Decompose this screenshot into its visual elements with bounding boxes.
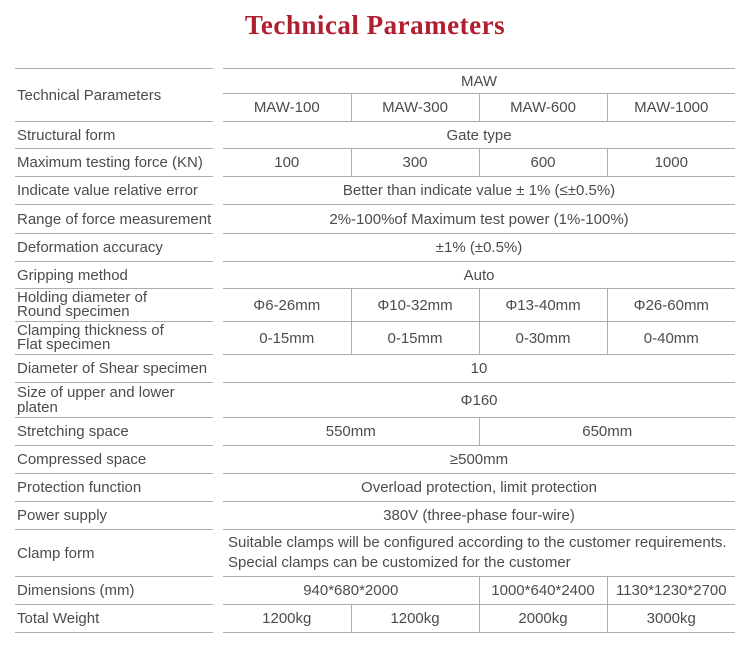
value-structural-form: Gate type [223,121,736,149]
value-holding-diameter-maw-100: Φ6-26mm [223,288,351,322]
header-model-maw-1000: MAW-1000 [606,93,736,122]
value-holding-diameter-maw-300: Φ10-32mm [350,288,479,322]
header-model-maw-100: MAW-100 [223,93,351,122]
header-model-maw-600: MAW-600 [478,93,607,122]
value-range-of-force-measurement: 2%-100%of Maximum test power (1%-100%) [223,204,736,234]
label-clamp-form: Clamp form [15,529,213,577]
value-power-supply: 380V (three-phase four-wire) [223,501,736,530]
header-model-maw-300: MAW-300 [350,93,479,122]
label-size-of-platen: Size of upper and lower platen [15,382,213,418]
label-compressed-space: Compressed space [15,445,213,474]
value-indicate-value-relative-error: Better than indicate value ± 1% (≤±0.5%) [223,176,736,205]
header-group-maw: MAW [223,68,736,94]
value-max-force-maw-600: 600 [478,148,607,177]
value-clamping-thickness-maw-1000: 0-40mm [606,321,736,355]
value-clamping-thickness-maw-300: 0-15mm [350,321,479,355]
value-max-force-maw-1000: 1000 [606,148,736,177]
label-structural-form: Structural form [15,121,213,149]
label-total-weight: Total Weight [15,604,213,633]
value-max-force-maw-100: 100 [223,148,351,177]
page-title: Technical Parameters [244,10,506,40]
label-maximum-testing-force: Maximum testing force (KN) [15,148,213,177]
value-diameter-of-shear-specimen: 10 [223,354,736,383]
label-diameter-of-shear-specimen: Diameter of Shear specimen [15,354,213,383]
label-gripping-method: Gripping method [15,261,213,289]
spec-table: Technical Parameters MAW MAW-100 MAW-300… [15,68,736,633]
value-clamp-form: Suitable clamps will be configured accor… [223,529,736,577]
value-clamping-thickness-maw-600: 0-30mm [478,321,607,355]
value-deformation-accuracy: ±1% (±0.5%) [223,233,736,262]
value-stretching-space-large: 650mm [478,417,736,446]
value-stretching-space-small: 550mm [223,417,479,446]
value-clamping-thickness-maw-100: 0-15mm [223,321,351,355]
label-protection-function: Protection function [15,473,213,502]
label-power-supply: Power supply [15,501,213,530]
value-holding-diameter-maw-600: Φ13-40mm [478,288,607,322]
label-clamping-thickness-flat-specimen: Clamping thickness of Flat specimen [15,321,213,355]
value-dimensions-maw-1000: 1130*1230*2700 [606,576,736,605]
value-gripping-method: Auto [223,261,736,289]
label-deformation-accuracy: Deformation accuracy [15,233,213,262]
value-max-force-maw-300: 300 [350,148,479,177]
label-holding-diameter-round-specimen: Holding diameter of Round specimen [15,288,213,322]
value-total-weight-maw-1000: 3000kg [606,604,736,633]
value-dimensions-maw-600: 1000*640*2400 [478,576,607,605]
label-dimensions: Dimensions (mm) [15,576,213,605]
column-gap [213,69,223,633]
value-protection-function: Overload protection, limit protection [223,473,736,502]
value-dimensions-maw-100-300: 940*680*2000 [223,576,479,605]
value-total-weight-maw-300: 1200kg [350,604,479,633]
label-range-of-force-measurement: Range of force measurement [15,204,213,234]
value-size-of-platen: Φ160 [223,382,736,418]
value-compressed-space: ≥500mm [223,445,736,474]
label-stretching-space: Stretching space [15,417,213,446]
value-total-weight-maw-100: 1200kg [223,604,351,633]
label-indicate-value-relative-error: Indicate value relative error [15,176,213,205]
value-holding-diameter-maw-1000: Φ26-60mm [606,288,736,322]
value-total-weight-maw-600: 2000kg [478,604,607,633]
page: Technical Parameters Technical Parameter… [0,9,750,633]
corner-label-technical-parameters: Technical Parameters [15,68,213,122]
